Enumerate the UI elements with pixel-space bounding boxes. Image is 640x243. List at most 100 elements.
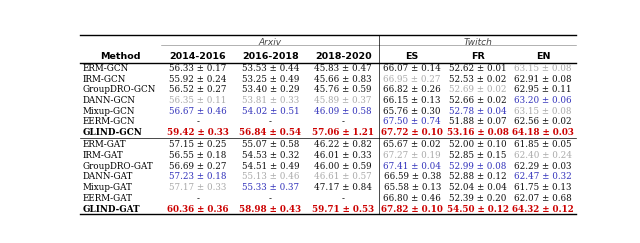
Text: DANN-GCN: DANN-GCN: [83, 96, 136, 105]
Text: 52.53 ± 0.02: 52.53 ± 0.02: [449, 75, 506, 84]
Text: 62.07 ± 0.68: 62.07 ± 0.68: [515, 194, 572, 203]
Text: 45.76 ± 0.59: 45.76 ± 0.59: [314, 85, 372, 94]
Text: FR: FR: [471, 52, 484, 61]
Text: 66.59 ± 0.38: 66.59 ± 0.38: [383, 173, 441, 182]
Text: 2016-2018: 2016-2018: [242, 52, 299, 61]
Text: 53.53 ± 0.44: 53.53 ± 0.44: [242, 64, 300, 73]
Text: 56.84 ± 0.54: 56.84 ± 0.54: [239, 128, 301, 137]
Text: 53.40 ± 0.29: 53.40 ± 0.29: [242, 85, 300, 94]
Text: IRM-GCN: IRM-GCN: [83, 75, 126, 84]
Text: 52.66 ± 0.02: 52.66 ± 0.02: [449, 96, 506, 105]
Text: 54.02 ± 0.51: 54.02 ± 0.51: [242, 107, 300, 116]
Text: 56.67 ± 0.46: 56.67 ± 0.46: [169, 107, 227, 116]
Text: 52.00 ± 0.10: 52.00 ± 0.10: [449, 140, 506, 149]
Text: 56.35 ± 0.11: 56.35 ± 0.11: [169, 96, 227, 105]
Text: 60.36 ± 0.36: 60.36 ± 0.36: [167, 205, 228, 214]
Text: 67.82 ± 0.10: 67.82 ± 0.10: [381, 205, 443, 214]
Text: 62.40 ± 0.24: 62.40 ± 0.24: [515, 151, 572, 160]
Text: 52.85 ± 0.15: 52.85 ± 0.15: [449, 151, 506, 160]
Text: 46.00 ± 0.59: 46.00 ± 0.59: [314, 162, 372, 171]
Text: 52.99 ± 0.08: 52.99 ± 0.08: [449, 162, 506, 171]
Text: 65.67 ± 0.02: 65.67 ± 0.02: [383, 140, 441, 149]
Text: 65.58 ± 0.13: 65.58 ± 0.13: [383, 183, 441, 192]
Text: 61.75 ± 0.13: 61.75 ± 0.13: [515, 183, 572, 192]
Text: IRM-GAT: IRM-GAT: [83, 151, 124, 160]
Text: Twitch: Twitch: [463, 38, 492, 47]
Text: 56.33 ± 0.17: 56.33 ± 0.17: [169, 64, 227, 73]
Text: 66.95 ± 0.27: 66.95 ± 0.27: [383, 75, 441, 84]
Text: 62.29 ± 0.03: 62.29 ± 0.03: [515, 162, 572, 171]
Text: DANN-GAT: DANN-GAT: [83, 173, 133, 182]
Text: Mixup-GCN: Mixup-GCN: [83, 107, 135, 116]
Text: 46.09 ± 0.58: 46.09 ± 0.58: [314, 107, 372, 116]
Text: 66.07 ± 0.14: 66.07 ± 0.14: [383, 64, 441, 73]
Text: GroupDRO-GCN: GroupDRO-GCN: [83, 85, 156, 94]
Text: 59.42 ± 0.33: 59.42 ± 0.33: [167, 128, 228, 137]
Text: Method: Method: [100, 52, 141, 61]
Text: 2014-2016: 2014-2016: [170, 52, 226, 61]
Text: 53.16 ± 0.08: 53.16 ± 0.08: [447, 128, 509, 137]
Text: 57.06 ± 1.21: 57.06 ± 1.21: [312, 128, 374, 137]
Text: 53.81 ± 0.33: 53.81 ± 0.33: [242, 96, 299, 105]
Text: 45.66 ± 0.83: 45.66 ± 0.83: [314, 75, 372, 84]
Text: 52.69 ± 0.02: 52.69 ± 0.02: [449, 85, 506, 94]
Text: 56.52 ± 0.27: 56.52 ± 0.27: [169, 85, 227, 94]
Text: 45.83 ± 0.47: 45.83 ± 0.47: [314, 64, 372, 73]
Text: GroupDRO-GAT: GroupDRO-GAT: [83, 162, 153, 171]
Text: 55.07 ± 0.58: 55.07 ± 0.58: [242, 140, 299, 149]
Text: Arxiv: Arxiv: [259, 38, 282, 47]
Text: 66.15 ± 0.13: 66.15 ± 0.13: [383, 96, 441, 105]
Text: -: -: [196, 117, 199, 126]
Text: -: -: [269, 117, 272, 126]
Text: 66.82 ± 0.26: 66.82 ± 0.26: [383, 85, 441, 94]
Text: 2018-2020: 2018-2020: [315, 52, 371, 61]
Text: 61.85 ± 0.05: 61.85 ± 0.05: [515, 140, 572, 149]
Text: 64.32 ± 0.12: 64.32 ± 0.12: [513, 205, 574, 214]
Text: GLIND-GCN: GLIND-GCN: [83, 128, 142, 137]
Text: -: -: [342, 117, 344, 126]
Text: 67.72 ± 0.10: 67.72 ± 0.10: [381, 128, 443, 137]
Text: 64.18 ± 0.03: 64.18 ± 0.03: [512, 128, 574, 137]
Text: 54.51 ± 0.49: 54.51 ± 0.49: [242, 162, 300, 171]
Text: 62.91 ± 0.08: 62.91 ± 0.08: [515, 75, 572, 84]
Text: 46.61 ± 0.57: 46.61 ± 0.57: [314, 173, 372, 182]
Text: 52.04 ± 0.04: 52.04 ± 0.04: [449, 183, 507, 192]
Text: 63.20 ± 0.06: 63.20 ± 0.06: [515, 96, 572, 105]
Text: 67.41 ± 0.04: 67.41 ± 0.04: [383, 162, 441, 171]
Text: EERM-GCN: EERM-GCN: [83, 117, 135, 126]
Text: 56.55 ± 0.18: 56.55 ± 0.18: [169, 151, 227, 160]
Text: 62.56 ± 0.02: 62.56 ± 0.02: [515, 117, 572, 126]
Text: -: -: [196, 194, 199, 203]
Text: EERM-GAT: EERM-GAT: [83, 194, 132, 203]
Text: 54.53 ± 0.32: 54.53 ± 0.32: [242, 151, 299, 160]
Text: 57.17 ± 0.33: 57.17 ± 0.33: [169, 183, 227, 192]
Text: Mixup-GAT: Mixup-GAT: [83, 183, 132, 192]
Text: 51.88 ± 0.07: 51.88 ± 0.07: [449, 117, 506, 126]
Text: ERM-GCN: ERM-GCN: [83, 64, 129, 73]
Text: 62.95 ± 0.11: 62.95 ± 0.11: [515, 85, 572, 94]
Text: EN: EN: [536, 52, 550, 61]
Text: 52.62 ± 0.01: 52.62 ± 0.01: [449, 64, 506, 73]
Text: 45.89 ± 0.37: 45.89 ± 0.37: [314, 96, 372, 105]
Text: 63.15 ± 0.08: 63.15 ± 0.08: [515, 107, 572, 116]
Text: 52.78 ± 0.04: 52.78 ± 0.04: [449, 107, 507, 116]
Text: 47.17 ± 0.84: 47.17 ± 0.84: [314, 183, 372, 192]
Text: 57.15 ± 0.25: 57.15 ± 0.25: [169, 140, 227, 149]
Text: 62.47 ± 0.32: 62.47 ± 0.32: [515, 173, 572, 182]
Text: 46.22 ± 0.82: 46.22 ± 0.82: [314, 140, 372, 149]
Text: 65.76 ± 0.30: 65.76 ± 0.30: [383, 107, 441, 116]
Text: 55.33 ± 0.37: 55.33 ± 0.37: [242, 183, 299, 192]
Text: -: -: [269, 194, 272, 203]
Text: 58.98 ± 0.43: 58.98 ± 0.43: [239, 205, 301, 214]
Text: GLIND-GAT: GLIND-GAT: [83, 205, 140, 214]
Text: ERM-GAT: ERM-GAT: [83, 140, 126, 149]
Text: 52.88 ± 0.12: 52.88 ± 0.12: [449, 173, 506, 182]
Text: 57.23 ± 0.18: 57.23 ± 0.18: [169, 173, 227, 182]
Text: 56.69 ± 0.27: 56.69 ± 0.27: [169, 162, 227, 171]
Text: 63.15 ± 0.08: 63.15 ± 0.08: [515, 64, 572, 73]
Text: 55.92 ± 0.24: 55.92 ± 0.24: [169, 75, 227, 84]
Text: 54.50 ± 0.12: 54.50 ± 0.12: [447, 205, 509, 214]
Text: -: -: [342, 194, 344, 203]
Text: 55.13 ± 0.46: 55.13 ± 0.46: [242, 173, 300, 182]
Text: 67.27 ± 0.19: 67.27 ± 0.19: [383, 151, 441, 160]
